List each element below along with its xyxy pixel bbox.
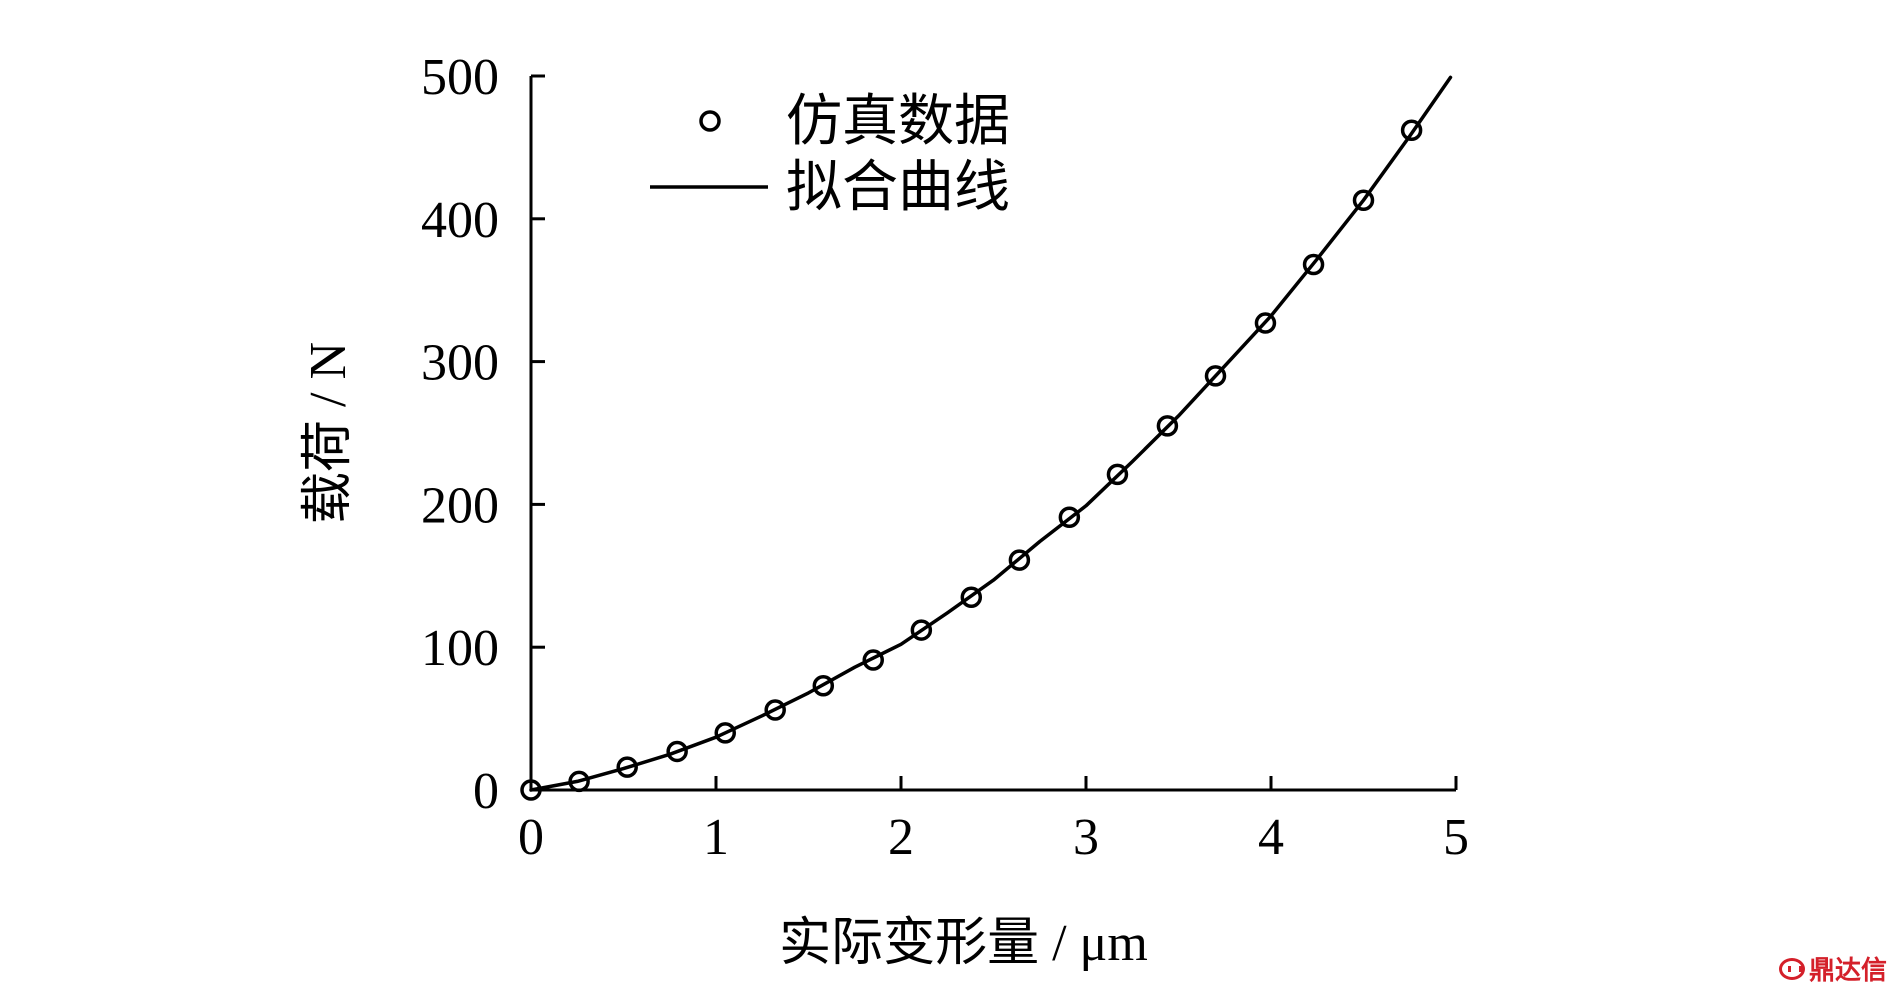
data-point: [1352, 189, 1375, 211]
data-point: [862, 649, 884, 671]
y-tick-label: 500: [421, 49, 499, 106]
axes: 0 1 2 3 4 5 0 100 200 300 400 500: [421, 49, 1469, 866]
data-point: [714, 722, 736, 744]
data-point: [960, 586, 983, 608]
x-tick-label: 5: [1443, 809, 1469, 866]
data-point: [1058, 506, 1081, 529]
data-point: [616, 756, 638, 778]
y-tick-label: 300: [421, 335, 499, 392]
x-tick-label: 4: [1258, 809, 1284, 866]
data-point: [666, 740, 688, 763]
data-point: [910, 619, 933, 641]
legend-label-scatter: 仿真数据: [786, 91, 1010, 153]
legend-marker-scatter: [699, 110, 721, 132]
data-point: [568, 770, 590, 793]
data-point: [1400, 119, 1423, 142]
scatter-points-group: [520, 119, 1423, 801]
data-point: [1008, 549, 1031, 571]
data-point: [520, 779, 542, 801]
y-tick-label: 100: [421, 620, 499, 677]
data-point: [1156, 415, 1179, 437]
data-point: [1204, 365, 1227, 387]
data-point: [1254, 312, 1277, 334]
watermark-text: 鼎达信: [1808, 956, 1887, 986]
y-axis-title: 载荷 / N: [300, 342, 357, 524]
watermark: 鼎达信: [1778, 950, 1887, 987]
data-point: [812, 675, 835, 697]
x-tick-label: 1: [703, 809, 729, 866]
x-tick-label: 3: [1073, 809, 1099, 866]
data-point: [764, 699, 786, 721]
data-point: [1302, 253, 1325, 276]
x-axis-title: 实际变形量 / μm: [779, 915, 1148, 972]
y-tick-label: 0: [473, 763, 499, 820]
x-tick-label: 0: [518, 809, 544, 866]
y-tick-label: 400: [421, 192, 499, 249]
data-point: [1106, 463, 1129, 486]
x-tick-label: 2: [888, 809, 914, 866]
y-tick-label: 200: [421, 477, 499, 534]
logo-icon: [1778, 957, 1805, 980]
legend-label-line: 拟合曲线: [786, 157, 1010, 219]
